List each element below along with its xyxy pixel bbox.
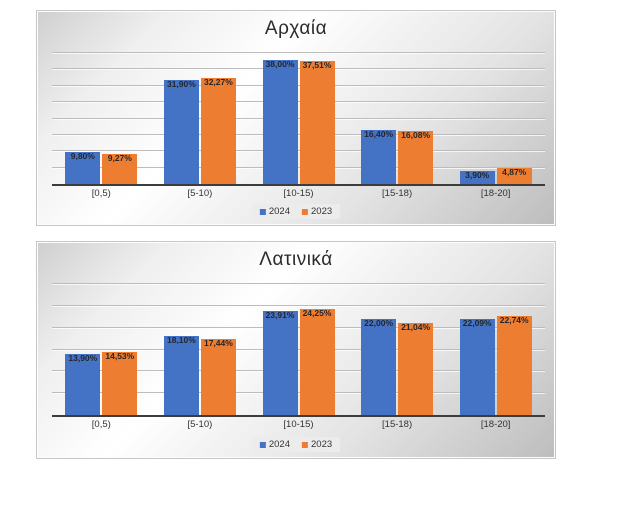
legend-label: 2023 <box>311 206 333 217</box>
data-label: 9,80% <box>70 150 95 161</box>
x-axis-label: [18-20] <box>480 188 511 199</box>
bar-group: 22,09% 22,74% <box>459 284 532 415</box>
legend-item-2023: 2023 <box>302 439 332 450</box>
gridline <box>52 326 545 328</box>
data-label: 16,40% <box>364 129 394 140</box>
gridline <box>52 117 545 119</box>
bar-group: 38,00% 37,51% <box>262 53 335 184</box>
bar-2023: 17,44% <box>200 337 236 415</box>
data-label: 22,09% <box>462 317 492 328</box>
legend-item-2023: 2023 <box>302 206 332 217</box>
data-label: 13,90% <box>68 353 98 364</box>
bar-2024: 23,91% <box>262 309 298 415</box>
bar-group: 3,90% 4,87% <box>459 53 532 184</box>
x-axis-label: [10-15) <box>283 419 314 430</box>
legend-label: 2024 <box>268 439 290 450</box>
legend-swatch-icon <box>302 208 308 215</box>
plot-area: 13,90% 14,53% 18,10% 17,44% 23,91% 24,25% 22,0… <box>52 283 545 417</box>
legend-swatch-icon <box>259 441 266 448</box>
chart-title: Λατινικά <box>259 249 333 270</box>
bar-2023: 9,27% <box>102 152 138 184</box>
legend-item-2024: 2024 <box>259 439 290 450</box>
bar-2023: 37,51% <box>299 60 335 184</box>
bar-2024: 9,80% <box>65 150 101 184</box>
data-label: 37,51% <box>302 60 332 71</box>
legend-swatch-icon <box>302 441 308 448</box>
bar-2024: 22,00% <box>361 317 397 415</box>
gridline <box>52 101 545 103</box>
x-axis-label: [10-15) <box>283 188 314 199</box>
plot-area: 9,80% 9,27% 31,90% 32,27% 38,00% 37,51% 16,40%… <box>52 52 545 186</box>
x-axis-label: [0,5) <box>91 188 111 199</box>
bar-2023: 22,74% <box>496 314 532 415</box>
data-label: 38,00% <box>265 58 295 69</box>
bar-group: 13,90% 14,53% <box>65 284 138 415</box>
x-axis-label: [18-20] <box>480 419 511 430</box>
x-axis-label: [0,5) <box>91 419 111 430</box>
bar-2024: 31,90% <box>163 78 199 184</box>
chart-title: Αρχαία <box>264 18 328 39</box>
data-label: 32,27% <box>203 77 233 88</box>
bar-2024: 22,09% <box>459 317 495 415</box>
data-label: 22,74% <box>499 314 529 325</box>
bar-2023: 32,27% <box>200 77 236 184</box>
bar-2023: 16,08% <box>398 130 434 184</box>
bar-2024: 38,00% <box>262 58 298 184</box>
bar-2024: 16,40% <box>361 129 397 184</box>
data-label: 17,44% <box>203 337 233 348</box>
gridline <box>52 150 545 152</box>
data-label: 31,90% <box>166 78 196 89</box>
gridline <box>52 166 545 168</box>
data-label: 21,04% <box>401 322 431 333</box>
x-axis-label: [5-10) <box>187 419 213 430</box>
legend: 2024 2023 <box>251 437 341 452</box>
bar-2024: 13,90% <box>65 353 101 415</box>
data-label: 4,87% <box>502 167 527 178</box>
legend-swatch-icon <box>259 208 266 215</box>
gridline <box>52 392 545 394</box>
x-axis-label: [15-18) <box>382 188 413 199</box>
bar-group: 18,10% 17,44% <box>163 284 236 415</box>
legend-label: 2024 <box>268 206 290 217</box>
data-label: 9,27% <box>107 152 132 163</box>
x-axis-label: [5-10) <box>187 188 213 199</box>
chart-panel-archaia: Αρχαία 9,80% 9,27% 31,90% 32,27% 38,00% 37,51… <box>36 10 556 226</box>
gridline <box>52 84 545 86</box>
bar-2024: 3,90% <box>459 170 495 184</box>
legend-label: 2023 <box>311 439 333 450</box>
bar-group: 31,90% 32,27% <box>163 53 236 184</box>
chart-panel-latinika: Λατινικά 13,90% 14,53% 18,10% 17,44% 23,91% 2… <box>36 241 556 459</box>
legend: 2024 2023 <box>251 204 341 219</box>
gridline <box>52 133 545 135</box>
bar-group: 23,91% 24,25% <box>262 284 335 415</box>
x-axis: [0,5) [5-10) [10-15) [15-18) [18-20] <box>52 188 545 199</box>
bar-group: 9,80% 9,27% <box>65 53 138 184</box>
gridline <box>52 283 545 284</box>
bar-2023: 4,87% <box>496 167 532 184</box>
bar-group: 16,40% 16,08% <box>361 53 434 184</box>
data-label: 22,00% <box>364 317 394 328</box>
data-label: 16,08% <box>401 130 431 141</box>
gridline <box>52 52 545 53</box>
bar-group: 22,00% 21,04% <box>361 284 434 415</box>
bar-2023: 24,25% <box>299 308 335 415</box>
gridline <box>52 370 545 372</box>
bar-2023: 21,04% <box>398 322 434 415</box>
data-label: 3,90% <box>465 170 490 181</box>
gridline <box>52 304 545 306</box>
data-label: 14,53% <box>105 350 135 361</box>
bar-2024: 18,10% <box>163 334 199 415</box>
data-label: 18,10% <box>166 334 196 345</box>
data-label: 23,91% <box>265 309 295 320</box>
data-label: 24,25% <box>302 308 332 319</box>
gridline <box>52 68 545 70</box>
x-axis: [0,5) [5-10) [10-15) [15-18) [18-20] <box>52 419 545 430</box>
gridline <box>52 348 545 350</box>
x-axis-label: [15-18) <box>382 419 413 430</box>
legend-item-2024: 2024 <box>259 206 290 217</box>
bar-2023: 14,53% <box>102 350 138 415</box>
